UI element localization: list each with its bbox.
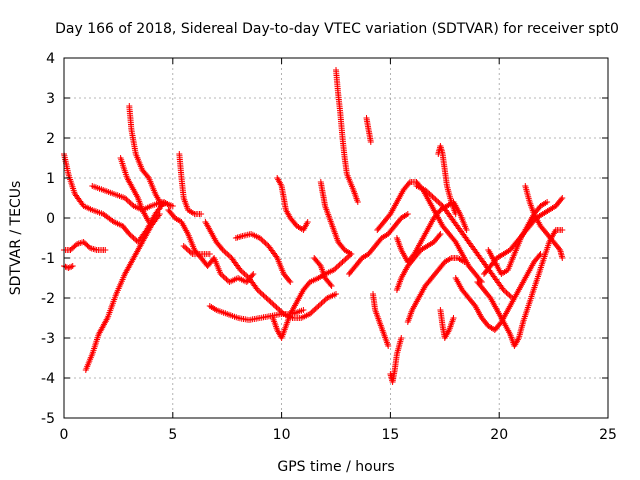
x-axis-title: GPS time / hours (277, 459, 394, 475)
series-track-10 (180, 243, 213, 257)
series-track-4 (82, 211, 163, 373)
series-track-9 (176, 151, 205, 217)
series-track-6 (117, 155, 152, 225)
data-point-marks (387, 335, 405, 385)
data-point-marks (404, 255, 468, 325)
series-track-30 (452, 251, 544, 333)
data-point-marks (370, 291, 392, 349)
series-track-24 (393, 231, 444, 293)
series-track-28 (437, 307, 457, 341)
series-track-19 (346, 211, 411, 277)
x-tick-label: 25 (599, 427, 617, 443)
data-point-marks (180, 243, 213, 257)
series-track-5 (89, 183, 176, 213)
y-tick-label: 4 (46, 51, 55, 67)
series-track-29 (435, 143, 459, 217)
data-point-marks (126, 103, 165, 209)
data-point-marks (269, 251, 355, 341)
data-point-marks (61, 239, 109, 253)
x-tick-label: 5 (168, 427, 177, 443)
data-point-marks (363, 115, 374, 145)
series-track-13 (232, 231, 294, 285)
data-point-marks (117, 155, 152, 225)
data-point-marks (202, 219, 339, 321)
axis-ticks (63, 57, 609, 419)
data-point-marks (346, 211, 411, 277)
x-tick-label: 10 (273, 427, 291, 443)
data-point-marks (437, 307, 457, 341)
series-track-2 (61, 263, 76, 271)
series-track-16 (311, 255, 335, 289)
y-tick-label: -5 (41, 411, 55, 427)
y-tick-label: -3 (41, 331, 55, 347)
y-axis-title: SDTVAR / TECUs (8, 181, 24, 296)
series-track-15 (274, 175, 311, 233)
data-point-marks (452, 251, 544, 333)
series-track-27 (413, 183, 516, 301)
series-track-23 (387, 335, 405, 385)
y-tick-label: 0 (46, 211, 55, 227)
data-point-marks (522, 183, 566, 261)
data-point-marks (165, 207, 257, 285)
data-point-marks (311, 255, 335, 289)
x-tick-label: 20 (490, 427, 508, 443)
x-tick-label: 0 (60, 427, 69, 443)
series-track-34 (522, 183, 566, 261)
data-point-marks (89, 183, 176, 213)
series-track-18 (333, 67, 361, 205)
series-track-31 (474, 227, 566, 349)
series-track-33 (485, 199, 551, 277)
y-tick-label: -4 (41, 371, 55, 387)
data-point-marks (485, 199, 551, 277)
data-point-marks (274, 175, 311, 233)
series-track-14 (269, 251, 355, 341)
series-track-25 (404, 255, 468, 325)
data-point-marks (333, 67, 361, 205)
tick-labels: 0 5 10 15 20 25 -5 -4 -3 -2 -1 0 1 2 3 4 (41, 51, 617, 443)
y-tick-label: -1 (41, 251, 55, 267)
series-track-7 (126, 103, 165, 209)
data-point-marks (413, 183, 516, 301)
y-tick-label: 1 (46, 171, 55, 187)
data-points (61, 67, 566, 385)
y-tick-label: 2 (46, 131, 55, 147)
data-point-marks (232, 231, 294, 285)
chart-title: Day 166 of 2018, Sidereal Day-to-day VTE… (55, 21, 619, 37)
data-point-marks (317, 179, 355, 257)
data-point-marks (61, 263, 76, 271)
data-point-marks (474, 227, 566, 349)
series-track-3 (61, 239, 109, 253)
data-point-marks (393, 231, 444, 293)
series-track-21 (370, 291, 392, 349)
grid (64, 58, 608, 418)
data-point-marks (176, 151, 205, 217)
data-point-marks (82, 211, 163, 373)
series-track-17 (317, 179, 355, 257)
x-tick-label: 15 (381, 427, 399, 443)
y-tick-label: -2 (41, 291, 55, 307)
series-track-11 (202, 219, 339, 321)
y-tick-label: 3 (46, 91, 55, 107)
series-track-8 (165, 207, 257, 285)
data-point-marks (435, 143, 459, 217)
plot-frame (63, 57, 609, 419)
series-track-20 (363, 115, 374, 145)
